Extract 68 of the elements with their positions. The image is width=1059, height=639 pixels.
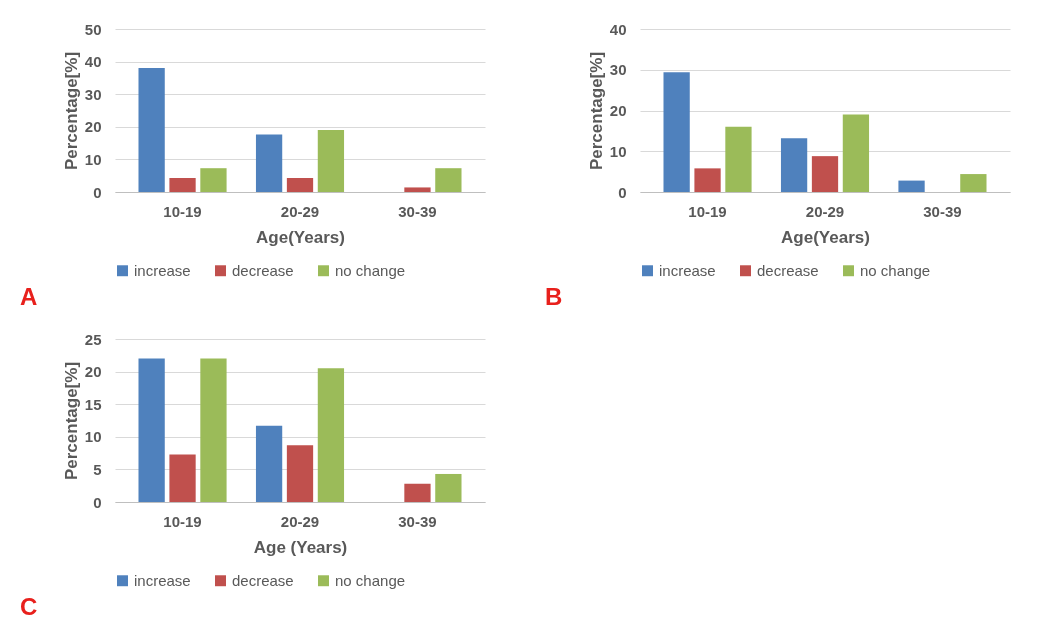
legend-label: no change [335, 261, 406, 279]
bar [255, 134, 283, 192]
legend-label: decrease [757, 261, 819, 279]
y-tick-label: 10 [84, 150, 102, 168]
x-axis-title: Age (Years) [253, 537, 348, 557]
bar [404, 483, 431, 502]
bar [317, 130, 345, 192]
y-tick-label: 40 [609, 20, 627, 38]
x-axis-title: Age(Years) [256, 227, 345, 247]
y-tick-label: 0 [618, 183, 627, 201]
legend-label: increase [134, 261, 191, 279]
bar [663, 72, 690, 192]
bar [286, 177, 314, 192]
bar [317, 368, 345, 502]
x-tick-label: 30-39 [398, 202, 437, 220]
bar [200, 168, 227, 192]
legend-label: no change [335, 571, 406, 589]
bar [138, 68, 165, 192]
y-tick-label: 50 [84, 20, 102, 38]
text: A [20, 283, 38, 310]
y-tick-label: 25 [84, 330, 102, 348]
legend-label: decrease [232, 571, 294, 589]
x-axis-title: Age(Years) [781, 227, 870, 247]
y-tick-label: 5 [93, 460, 102, 478]
y-tick-label: 10 [84, 428, 102, 446]
y-axis-title: Percentage[%] [586, 51, 606, 171]
bar [780, 138, 808, 192]
bar [898, 180, 925, 192]
x-tick-label: 20-29 [280, 202, 320, 220]
x-tick-label: 20-29 [280, 512, 320, 530]
y-tick-label: 10 [609, 142, 627, 160]
x-tick-label: 30-39 [923, 202, 962, 220]
x-tick-label: 10-19 [688, 202, 727, 220]
legend-label: decrease [232, 261, 294, 279]
bar [842, 114, 870, 192]
y-tick-label: 20 [84, 118, 102, 136]
legend-label: increase [134, 571, 191, 589]
bar [725, 126, 752, 192]
y-axis-title: Percentage[%] [61, 51, 81, 171]
y-tick-label: 20 [609, 102, 627, 119]
x-tick-label: 10-19 [163, 512, 202, 530]
legend-label: increase [659, 261, 716, 279]
y-tick-label: 0 [93, 493, 102, 511]
y-tick-label: 40 [84, 53, 102, 71]
legend-label: no change [860, 261, 931, 279]
bar [255, 425, 283, 502]
y-tick-label: 0 [93, 183, 102, 201]
text: C [20, 593, 38, 620]
y-axis-title: Percentage[%] [61, 361, 81, 481]
bar [811, 156, 839, 192]
x-tick-label: 10-19 [163, 202, 202, 220]
text: B [545, 283, 563, 310]
bar [286, 445, 314, 502]
x-tick-label: 30-39 [398, 512, 437, 530]
bar [435, 473, 462, 502]
bar [169, 177, 196, 192]
y-tick-label: 30 [84, 85, 102, 103]
bar [694, 168, 721, 192]
bar [404, 187, 431, 192]
y-tick-label: 30 [609, 61, 627, 79]
y-tick-label: 15 [84, 395, 102, 413]
bar [138, 358, 165, 502]
bar [960, 174, 987, 192]
bar [200, 358, 227, 502]
bar [435, 168, 462, 192]
x-tick-label: 20-29 [805, 202, 845, 220]
y-tick-label: 20 [84, 363, 102, 381]
bar [169, 454, 196, 502]
